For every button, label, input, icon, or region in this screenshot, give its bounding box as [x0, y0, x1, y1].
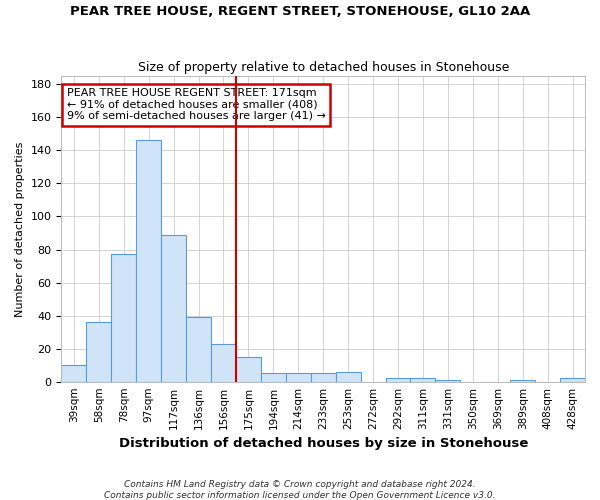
Bar [386, 378, 410, 382]
Text: PEAR TREE HOUSE, REGENT STREET, STONEHOUSE, GL10 2AA: PEAR TREE HOUSE, REGENT STREET, STONEHOU… [70, 5, 530, 18]
Title: Size of property relative to detached houses in Stonehouse: Size of property relative to detached ho… [137, 60, 509, 74]
Text: Contains HM Land Registry data © Crown copyright and database right 2024.
Contai: Contains HM Land Registry data © Crown c… [104, 480, 496, 500]
Bar [136, 140, 161, 382]
Bar [111, 254, 136, 382]
Bar [311, 374, 335, 382]
Bar [410, 378, 436, 382]
X-axis label: Distribution of detached houses by size in Stonehouse: Distribution of detached houses by size … [119, 437, 528, 450]
Bar [61, 365, 86, 382]
Bar [261, 374, 286, 382]
Bar [86, 322, 111, 382]
Bar [186, 318, 211, 382]
Bar [560, 378, 585, 382]
Text: PEAR TREE HOUSE REGENT STREET: 171sqm
← 91% of detached houses are smaller (408): PEAR TREE HOUSE REGENT STREET: 171sqm ← … [67, 88, 326, 122]
Bar [436, 380, 460, 382]
Y-axis label: Number of detached properties: Number of detached properties [15, 141, 25, 316]
Bar [335, 372, 361, 382]
Bar [510, 380, 535, 382]
Bar [286, 374, 311, 382]
Bar [211, 344, 236, 382]
Bar [161, 234, 186, 382]
Bar [236, 357, 261, 382]
